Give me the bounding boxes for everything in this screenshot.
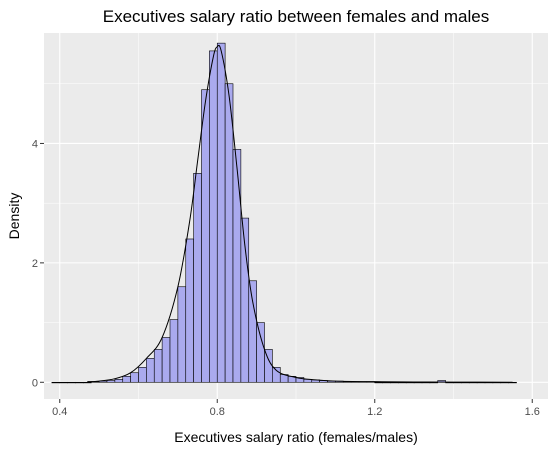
y-axis-ticks: 0 2 4 [32, 138, 44, 389]
histogram-bar [382, 381, 391, 384]
histogram-bar [272, 367, 281, 383]
histogram-bar [264, 349, 273, 383]
histogram-bar [390, 381, 399, 384]
histogram-bar [209, 50, 218, 383]
histogram-bar [248, 280, 257, 383]
histogram-bar [161, 337, 171, 383]
histogram-bar [185, 238, 194, 383]
histogram-bars [51, 42, 517, 384]
x-tick-label: 0.4 [52, 406, 67, 418]
histogram-bar [59, 381, 68, 384]
histogram-bar [169, 319, 179, 383]
histogram-bar [177, 286, 187, 383]
x-axis-title: Executives salary ratio (females/males) [174, 429, 418, 445]
histogram-bar [146, 358, 155, 383]
histogram-bar [224, 83, 234, 383]
histogram-bar [51, 381, 61, 384]
histogram-bar [130, 372, 139, 383]
chart-title: Executives salary ratio between females … [103, 7, 489, 26]
histogram-bar [83, 381, 92, 384]
histogram-bar [106, 380, 116, 383]
histogram-bar [75, 381, 84, 384]
histogram-bar [122, 376, 131, 383]
y-tick-label: 2 [32, 258, 38, 270]
histogram-bar [193, 173, 202, 383]
x-axis-ticks: 0.4 0.8 1.2 1.6 [52, 399, 540, 418]
x-tick-label: 1.6 [525, 406, 540, 418]
histogram-bar [201, 89, 210, 383]
histogram-bar [153, 349, 163, 383]
histogram-bar [67, 381, 76, 384]
histogram-bar [138, 367, 147, 383]
y-tick-label: 0 [32, 377, 38, 389]
histogram-bar [232, 149, 242, 383]
y-axis-title: Density [6, 193, 22, 240]
grid-minor [44, 33, 548, 399]
density-curve [87, 44, 513, 383]
histogram-bar [216, 42, 226, 383]
histogram-bar [256, 322, 265, 383]
y-tick-label: 4 [32, 138, 38, 150]
x-tick-label: 0.8 [210, 406, 225, 418]
x-tick-label: 1.2 [367, 406, 382, 418]
histogram-bar [374, 381, 383, 384]
histogram-bar [114, 378, 124, 383]
